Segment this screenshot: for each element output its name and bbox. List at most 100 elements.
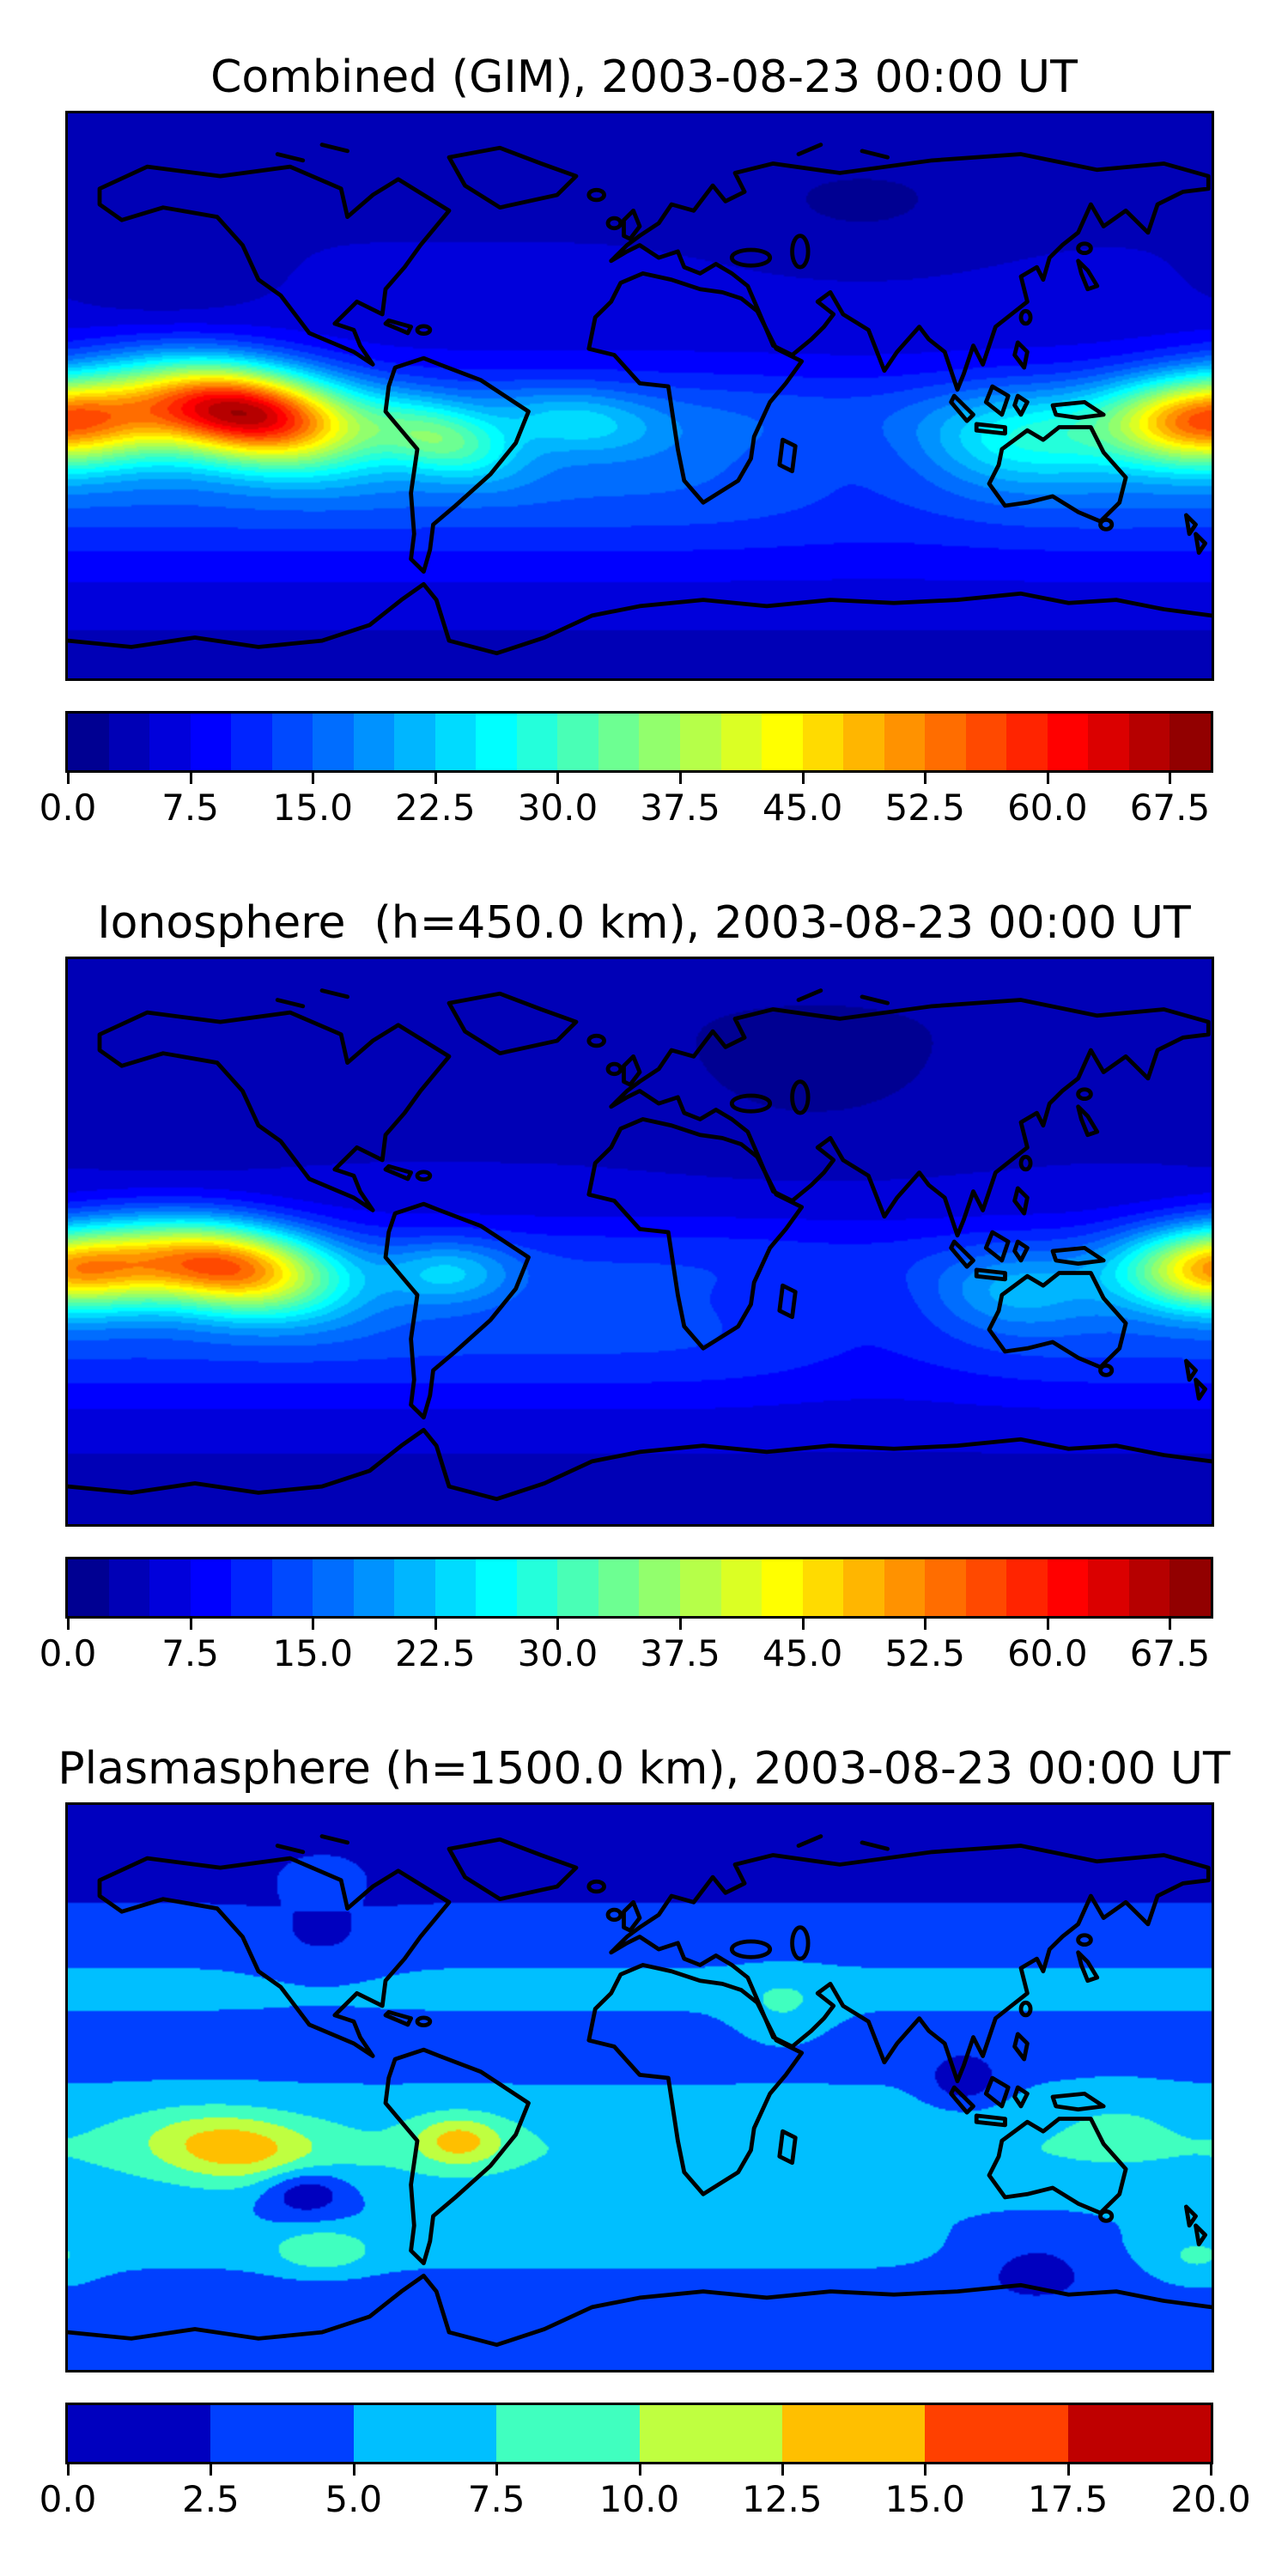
colorbar-tick-label: 22.5 bbox=[395, 787, 476, 829]
colorbar-tick-mark bbox=[1210, 2464, 1212, 2476]
colorbar-segment bbox=[802, 714, 844, 770]
panel-title-combined: Combined (GIM), 2003-08-23 00:00 UT bbox=[210, 52, 1078, 103]
colorbar-tick-mark bbox=[924, 2464, 927, 2476]
colorbar-tick-mark bbox=[189, 1618, 192, 1630]
colorbar-tick-mark bbox=[638, 2464, 641, 2476]
colorbar-segment bbox=[68, 2405, 211, 2462]
colorbar-tick-label: 7.5 bbox=[467, 2478, 526, 2520]
colorbar-segment bbox=[884, 714, 926, 770]
colorbar-tick-label: 52.5 bbox=[884, 787, 966, 829]
colorbar-segment bbox=[802, 1559, 844, 1616]
colorbar-segment bbox=[762, 714, 803, 770]
colorbar-segment bbox=[231, 1559, 272, 1616]
colorbar-tick-label: 0.0 bbox=[39, 2478, 97, 2520]
colorbar-tick-mark bbox=[924, 1618, 927, 1630]
colorbar-segment bbox=[1088, 714, 1129, 770]
colorbar-segment bbox=[149, 1559, 191, 1616]
colorbar-tick-label: 15.0 bbox=[884, 2478, 966, 2520]
colorbar-segment bbox=[1067, 2405, 1211, 2462]
colorbar-tick-mark bbox=[189, 772, 192, 784]
colorbar-segment bbox=[679, 1559, 721, 1616]
colorbar-segment bbox=[1047, 714, 1089, 770]
colorbar-tick-mark bbox=[679, 772, 683, 784]
colorbar-segment bbox=[496, 2405, 640, 2462]
colorbar-segment bbox=[884, 1559, 926, 1616]
colorbar-tick-label: 45.0 bbox=[762, 787, 843, 829]
colorbar-segment bbox=[190, 714, 232, 770]
colorbar-tick-label: 60.0 bbox=[1007, 1632, 1088, 1674]
colorbar-tick-label: 5.0 bbox=[325, 2478, 383, 2520]
panel-ionosphere: Ionosphere (h=450.0 km), 2003-08-23 00:0… bbox=[0, 846, 1288, 1692]
colorbar-segment bbox=[231, 714, 272, 770]
colorbar-segment bbox=[557, 1559, 598, 1616]
colorbar-segment bbox=[1006, 1559, 1048, 1616]
colorbar-segment bbox=[394, 714, 435, 770]
colorbar-tick-label: 30.0 bbox=[517, 787, 598, 829]
colorbar-segment bbox=[108, 714, 150, 770]
colorbar-tick-label: 37.5 bbox=[640, 787, 720, 829]
colorbar-segment bbox=[639, 1559, 680, 1616]
colorbar-tick-mark bbox=[67, 772, 70, 784]
colorbar-tick-label: 12.5 bbox=[742, 2478, 823, 2520]
panel-title-plasmasphere: Plasmasphere (h=1500.0 km), 2003-08-23 0… bbox=[58, 1743, 1230, 1795]
colorbar-segment bbox=[1047, 1559, 1089, 1616]
coastline-overlay-ionosphere bbox=[68, 959, 1212, 1524]
colorbar-segment bbox=[781, 2405, 926, 2462]
colorbar-tick-mark bbox=[434, 1618, 437, 1630]
colorbar-segment bbox=[639, 2405, 782, 2462]
colorbar-segment bbox=[1128, 714, 1170, 770]
colorbar-segment bbox=[353, 714, 395, 770]
colorbar-segment bbox=[149, 714, 191, 770]
colorbar-tick-mark bbox=[781, 2464, 784, 2476]
colorbar-tick-label: 17.5 bbox=[1027, 2478, 1109, 2520]
colorbar-segment bbox=[1170, 1559, 1211, 1616]
colorbar-tick-mark bbox=[1046, 1618, 1049, 1630]
colorbar-segment bbox=[843, 1559, 884, 1616]
colorbar-segment bbox=[925, 1559, 966, 1616]
colorbar-segment bbox=[762, 1559, 803, 1616]
colorbar-segment bbox=[68, 714, 109, 770]
colorbar-tick-mark bbox=[1169, 772, 1172, 784]
colorbar-tick-label: 7.5 bbox=[161, 787, 219, 829]
colorbar-tick-mark bbox=[1066, 2464, 1070, 2476]
colorbar-tick-mark bbox=[679, 1618, 683, 1630]
colorbar-segment bbox=[557, 714, 598, 770]
colorbar-plasmasphere bbox=[65, 2403, 1213, 2464]
colorbar-segment bbox=[476, 1559, 517, 1616]
colorbar-tick-label: 22.5 bbox=[395, 1632, 476, 1674]
colorbar-tick-mark bbox=[210, 2464, 213, 2476]
colorbar-tick-mark bbox=[67, 2464, 70, 2476]
map-plasmasphere bbox=[65, 1802, 1214, 2372]
colorbar-tick-label: 10.0 bbox=[598, 2478, 680, 2520]
colorbar-tick-label: 20.0 bbox=[1170, 2478, 1251, 2520]
panel-title-ionosphere: Ionosphere (h=450.0 km), 2003-08-23 00:0… bbox=[97, 897, 1191, 949]
coastline-overlay-plasmasphere bbox=[68, 1805, 1212, 2370]
colorbar-segment bbox=[190, 1559, 232, 1616]
colorbar-segment bbox=[1128, 1559, 1170, 1616]
colorbar-tick-mark bbox=[312, 1618, 315, 1630]
colorbar-segment bbox=[639, 714, 680, 770]
colorbar-segment bbox=[271, 714, 313, 770]
colorbar-segment bbox=[516, 1559, 558, 1616]
colorbar-tick-label: 0.0 bbox=[39, 787, 97, 829]
colorbar-segment bbox=[965, 1559, 1007, 1616]
colorbar-tick-mark bbox=[495, 2464, 499, 2476]
colorbar-segment bbox=[516, 714, 558, 770]
colorbar-tick-label: 37.5 bbox=[640, 1632, 720, 1674]
colorbar-tick-mark bbox=[924, 772, 927, 784]
colorbar-segment bbox=[925, 2405, 1068, 2462]
colorbar-segment bbox=[1088, 1559, 1129, 1616]
colorbar-segment bbox=[720, 1559, 762, 1616]
colorbar-segment bbox=[210, 2405, 354, 2462]
colorbar-tick-mark bbox=[434, 772, 437, 784]
colorbar-segment bbox=[353, 2405, 497, 2462]
colorbar-segment bbox=[108, 1559, 150, 1616]
colorbar-segment bbox=[1006, 714, 1048, 770]
colorbar-segment bbox=[434, 714, 477, 770]
colorbar-segment bbox=[720, 714, 762, 770]
panel-combined: Combined (GIM), 2003-08-23 00:00 UT 0.0 7… bbox=[0, 0, 1288, 846]
colorbar-tick-mark bbox=[352, 2464, 355, 2476]
colorbar-segment bbox=[598, 714, 640, 770]
colorbar-segment bbox=[271, 1559, 313, 1616]
